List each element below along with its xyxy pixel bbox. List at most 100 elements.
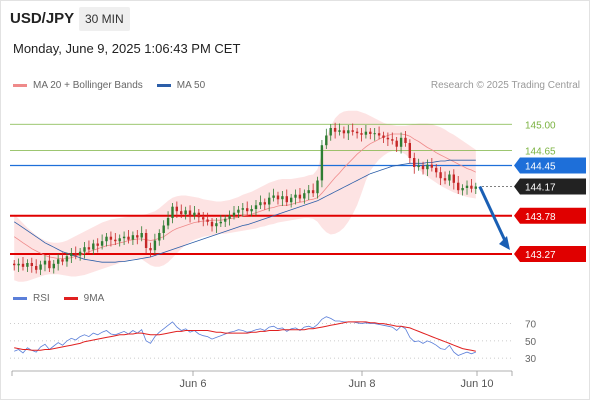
candle-body [171,206,174,218]
rsi-ma-line [14,321,476,352]
rsi-tick-50: 50 [525,337,537,348]
candle-body [254,205,258,209]
candle-body [43,260,47,265]
candle-body [26,263,29,267]
candle-body [325,135,328,146]
candle-body [13,263,16,266]
candle-body [404,137,407,143]
timeframe-badge[interactable]: 30 MIN [79,7,130,31]
candle-body [193,212,196,216]
candle-body [435,167,438,173]
candle-body [149,248,152,251]
candle-body [373,133,376,135]
candle-body [351,130,354,132]
rsi-ma-legend-swatch [63,297,78,300]
candle-body [382,135,385,138]
candle-body [259,202,262,206]
candle-body [114,239,117,242]
datetime-label: Monday, June 9, 2025 1:06:43 PM CET [13,41,241,56]
candle-body [74,253,77,256]
candle-body [105,236,108,242]
ma20-line [13,133,476,259]
projection-arrow-shaft [478,185,509,246]
bollinger-band-fill [14,110,476,282]
candle-body [329,128,332,136]
candle-body [303,193,306,199]
candle-body [70,253,73,257]
candle-body [35,266,38,270]
candle-body [465,185,469,188]
price-tag-144.17 [514,178,586,195]
rsi-line [14,316,476,356]
candle-body [237,209,240,213]
candle-body [188,210,192,216]
symbol-title: USD/JPY [10,10,75,27]
candle-body [399,137,403,147]
candle-body [17,263,20,266]
candle-body [30,263,33,266]
candle-body [131,235,135,240]
candle-body [360,133,363,135]
candle-body [307,190,310,194]
candle-body [391,139,394,141]
rsi-ma-legend-label: 9MA [83,293,105,304]
ma50-legend-label: MA 50 [176,80,206,91]
candle-body [386,137,390,140]
candle-body [285,196,288,203]
candle-body [355,131,359,134]
candle-body [109,236,113,240]
candle-body [21,263,25,267]
candle-body [215,223,218,227]
price-tag-label-144.17: 144.17 [525,183,556,194]
candle-body [417,165,420,167]
x-tick-label-Jun-6: Jun 6 [180,378,207,390]
candle-body [294,194,297,198]
candle-body [474,186,477,189]
candle-body [166,218,170,226]
candle-body [65,256,69,262]
candle-body [241,208,244,210]
candle-body [338,130,341,132]
rsi-legend-label: RSI [33,293,50,304]
candle-body [298,194,302,199]
candle-body [320,145,324,181]
candle-body [92,243,95,250]
candle-body [175,206,178,212]
candle-body [48,260,51,269]
candle-body [426,164,429,170]
price-tag-label-143.78: 143.78 [525,212,556,223]
candle-body [276,195,280,200]
candle-body [290,197,293,203]
price-tag-label-143.27: 143.27 [525,250,556,261]
candle-body [311,190,315,194]
candle-body [61,259,64,262]
candle-body [140,233,143,238]
rsi-legend-swatch [13,297,27,300]
candle-body [377,133,381,136]
candle-body [395,140,398,147]
ma50-legend-swatch [156,84,171,87]
candle-body [118,238,121,242]
candle-body [430,164,433,168]
rsi-tick-30: 30 [525,354,537,365]
candle-body [342,130,346,134]
candle-body [281,196,284,200]
x-tick-label-Jun-8: Jun 8 [349,378,376,390]
ma20-legend-swatch [13,84,27,87]
level-label-145.00: 145.00 [525,120,556,131]
price-legend: MA 20 + Bollinger Bands MA 50 [13,80,205,91]
price-tag-label-144.45: 144.45 [525,162,556,173]
candle-body [408,143,411,158]
candle-body [228,215,231,219]
candle-body [153,240,157,251]
candle-body [421,165,425,170]
candle-body [210,221,214,227]
candle-body [57,259,60,264]
x-tick-label-Jun-10: Jun 10 [460,378,493,390]
candle-body [87,247,91,250]
candle-body [347,130,350,134]
price-tag-143.27 [514,246,586,262]
candle-body [202,217,205,220]
candle-body [136,235,139,238]
